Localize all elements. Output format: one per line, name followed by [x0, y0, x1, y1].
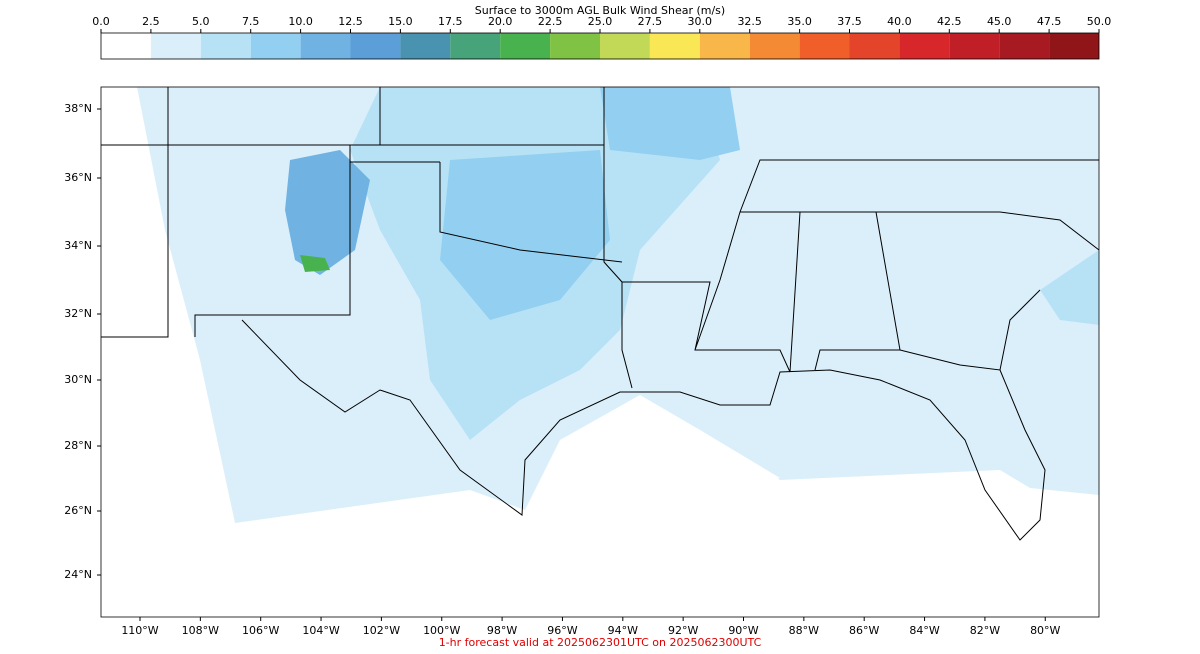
colorbar-bin — [600, 33, 650, 59]
colorbar-bin — [500, 33, 551, 59]
colorbar-tick-label: 30.0 — [688, 15, 713, 28]
shear-field — [1040, 250, 1099, 325]
shear-field — [285, 150, 370, 275]
colorbar: 0.0 2.5 5.0 7.5 10.0 12.5 15.0 17.5 20.0 22.5 25.0… — [92, 15, 1111, 59]
colorbar-tick-label: 7.5 — [242, 15, 260, 28]
colorbar-tick-label: 47.5 — [1037, 15, 1062, 28]
colorbar-bin — [101, 33, 151, 59]
lat-label: 24°N — [64, 568, 92, 581]
colorbar-tick-label: 35.0 — [787, 15, 812, 28]
lon-label: 92°W — [668, 624, 698, 637]
colorbar-tick-label: 37.5 — [837, 15, 862, 28]
lon-label: 100°W — [423, 624, 460, 637]
lon-label: 108°W — [182, 624, 219, 637]
colorbar-bin — [150, 33, 201, 59]
gulf-calm — [540, 400, 780, 500]
lon-label: 106°W — [242, 624, 279, 637]
colorbar-tick-label: 15.0 — [388, 15, 413, 28]
lat-label: 26°N — [64, 504, 92, 517]
colorbar-tick-label: 22.5 — [538, 15, 563, 28]
shear-field — [300, 255, 330, 272]
lon-label: 84°W — [909, 624, 939, 637]
lat-label: 30°N — [64, 373, 92, 386]
colorbar-tick-label: 25.0 — [588, 15, 613, 28]
colorbar-bin — [550, 33, 600, 59]
colorbar-bin — [1049, 33, 1099, 59]
colorbar-tick-label: 17.5 — [438, 15, 463, 28]
lon-label: 104°W — [302, 624, 339, 637]
lat-label: 36°N — [64, 171, 92, 184]
colorbar-bin — [200, 33, 251, 59]
lat-label: 34°N — [64, 239, 92, 252]
lat-label: 32°N — [64, 307, 92, 320]
colorbar-frame — [100, 32, 1100, 60]
colorbar-bin — [300, 33, 351, 59]
colorbar-tick-label: 27.5 — [638, 15, 663, 28]
boundaries — [101, 87, 1099, 541]
forecast-footer: 1-hr forecast valid at 2025062301UTC on … — [439, 636, 762, 649]
shear-field — [600, 87, 740, 160]
lon-label: 98°W — [487, 624, 517, 637]
lon-label: 86°W — [849, 624, 879, 637]
map-frame — [100, 86, 1100, 618]
colorbar-bin — [799, 33, 850, 59]
lon-label: 88°W — [789, 624, 819, 637]
colorbar-tick-label: 0.0 — [92, 15, 110, 28]
colorbar-bin — [400, 33, 451, 59]
colorbar-tick-label: 10.0 — [288, 15, 313, 28]
colorbar-tick-label: 42.5 — [937, 15, 962, 28]
colorbar-tick-label: 40.0 — [887, 15, 912, 28]
lon-label: 102°W — [363, 624, 400, 637]
colorbar-bin — [899, 33, 950, 59]
lat-label: 38°N — [64, 102, 92, 115]
lon-label: 82°W — [970, 624, 1000, 637]
lon-label: 110°W — [121, 624, 158, 637]
lon-label: 96°W — [547, 624, 577, 637]
colorbar-bin — [749, 33, 800, 59]
colorbar-bin — [849, 33, 900, 59]
lon-label: 90°W — [728, 624, 758, 637]
colorbar-bin — [350, 33, 401, 59]
colorbar-tick-label: 12.5 — [338, 15, 363, 28]
colorbar-tick-label: 45.0 — [987, 15, 1012, 28]
map-area — [100, 86, 1100, 618]
colorbar-bin — [450, 33, 501, 59]
colorbar-bin — [699, 33, 750, 59]
coastline — [241, 319, 1046, 541]
lon-label: 94°W — [608, 624, 638, 637]
colorbar-bin — [649, 33, 700, 59]
lat-label: 28°N — [64, 439, 92, 452]
colorbar-title: Surface to 3000m AGL Bulk Wind Shear (m/… — [475, 4, 725, 17]
colorbar-bin — [949, 33, 1000, 59]
colorbar-tick-label: 32.5 — [737, 15, 762, 28]
colorbar-tick-label: 50.0 — [1087, 15, 1112, 28]
colorbar-bin — [250, 33, 301, 59]
colorbar-tick-label: 5.0 — [192, 15, 210, 28]
colorbar-tick-label: 20.0 — [488, 15, 513, 28]
shear-field — [440, 150, 610, 320]
lon-label: 80°W — [1030, 624, 1060, 637]
colorbar-tick-label: 2.5 — [142, 15, 160, 28]
colorbar-bin — [999, 33, 1050, 59]
